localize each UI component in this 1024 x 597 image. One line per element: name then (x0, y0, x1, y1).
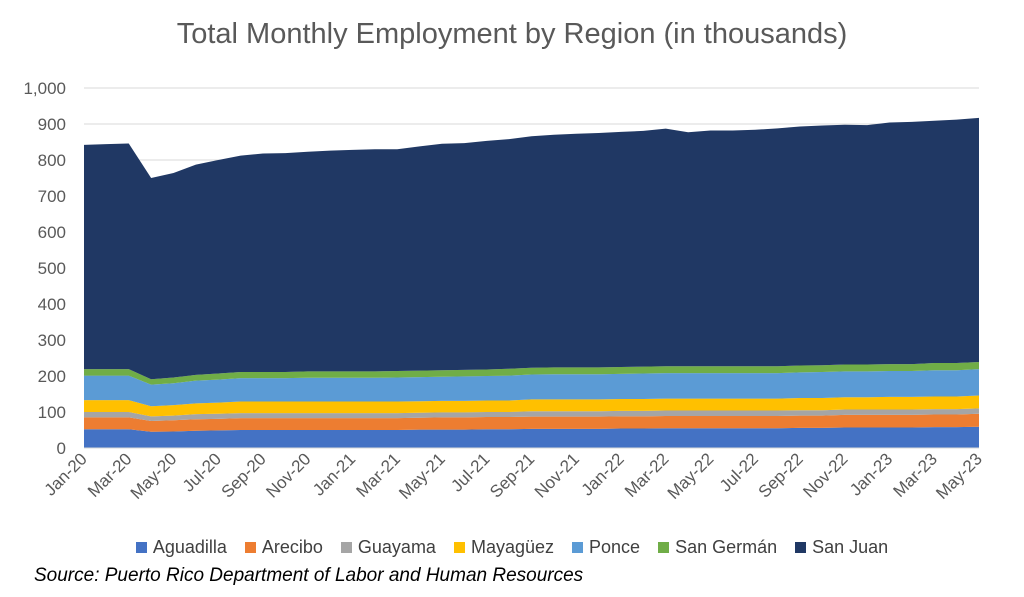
y-tick-label: 300 (38, 331, 66, 350)
x-tick-label: May-22 (664, 449, 718, 503)
x-tick-label: Mar-21 (353, 449, 405, 501)
legend-label: Arecibo (261, 537, 323, 557)
x-tick-label: Mar-23 (890, 449, 942, 501)
x-tick-label: Mar-22 (621, 449, 673, 501)
legend-item: Mayagüez (453, 537, 555, 558)
x-tick-label: May-20 (127, 449, 181, 503)
legend-swatch (340, 542, 352, 553)
y-axis-tick-labels: 0 100 200 300 400 500 600 700 800 900 1,000 (23, 79, 66, 458)
x-tick-label: Mar-20 (84, 449, 136, 501)
x-tick-label: Sep-22 (755, 449, 807, 501)
x-tick-label: Jan-22 (578, 449, 628, 499)
area-series (84, 117, 979, 449)
x-tick-label: Nov-21 (531, 449, 583, 501)
y-tick-label: 600 (38, 223, 66, 242)
x-tick-label: May-23 (932, 449, 986, 503)
legend-swatch (795, 542, 807, 553)
legend-item: San Juan (795, 537, 888, 558)
legend-swatch (572, 542, 584, 553)
x-tick-label: Nov-22 (799, 449, 851, 501)
legend-item: San Germán (658, 537, 777, 558)
area-san-juan (84, 117, 979, 380)
legend-item: Ponce (572, 537, 640, 558)
legend-item: Arecibo (244, 537, 323, 558)
legend-label: San Germán (675, 537, 778, 557)
legend-label: Mayagüez (470, 537, 555, 557)
chart-title: Total Monthly Employment by Region (in t… (176, 18, 848, 50)
legend-swatch (244, 542, 256, 553)
legend-label: Aguadilla (152, 537, 227, 557)
area-ponce (84, 369, 979, 407)
area-mayag-ez (84, 395, 979, 417)
y-tick-label: 400 (38, 295, 66, 314)
x-tick-label: Sep-20 (218, 449, 270, 501)
y-tick-label: 1,000 (23, 79, 66, 98)
y-tick-label: 200 (38, 367, 66, 386)
x-tick-label: Jan-23 (846, 449, 896, 499)
area-guayama (84, 408, 979, 421)
legend: Aguadilla Arecibo Guayama Mayagüez Ponce San … (0, 537, 1024, 558)
x-tick-label: May-21 (395, 449, 449, 503)
y-tick-label: 900 (38, 115, 66, 134)
area-arecibo (84, 413, 979, 432)
y-tick-label: 0 (57, 439, 66, 458)
y-tick-label: 100 (38, 403, 66, 422)
legend-item: Aguadilla (135, 537, 227, 558)
x-tick-label: Nov-20 (262, 449, 314, 501)
y-tick-label: 500 (38, 259, 66, 278)
y-tick-label: 700 (38, 187, 66, 206)
x-axis-tick-labels: Jan-20Mar-20May-20Jul-20Sep-20Nov-20Jan-… (41, 449, 986, 503)
legend-swatch (135, 542, 147, 553)
legend-item: Guayama (340, 537, 436, 558)
x-tick-label: Jan-21 (309, 449, 359, 499)
source-note: Source: Puerto Rico Department of Labor … (34, 565, 584, 586)
legend-label: Ponce (589, 537, 641, 557)
y-tick-label: 800 (38, 151, 66, 170)
x-tick-label: Sep-21 (486, 449, 538, 501)
legend-label: San Juan (812, 537, 889, 557)
area-aguadilla (84, 426, 979, 448)
legend-label: Guayama (357, 537, 436, 557)
legend-swatch (658, 542, 670, 553)
area-san-germ-n (84, 361, 979, 385)
legend-swatch (453, 542, 465, 553)
